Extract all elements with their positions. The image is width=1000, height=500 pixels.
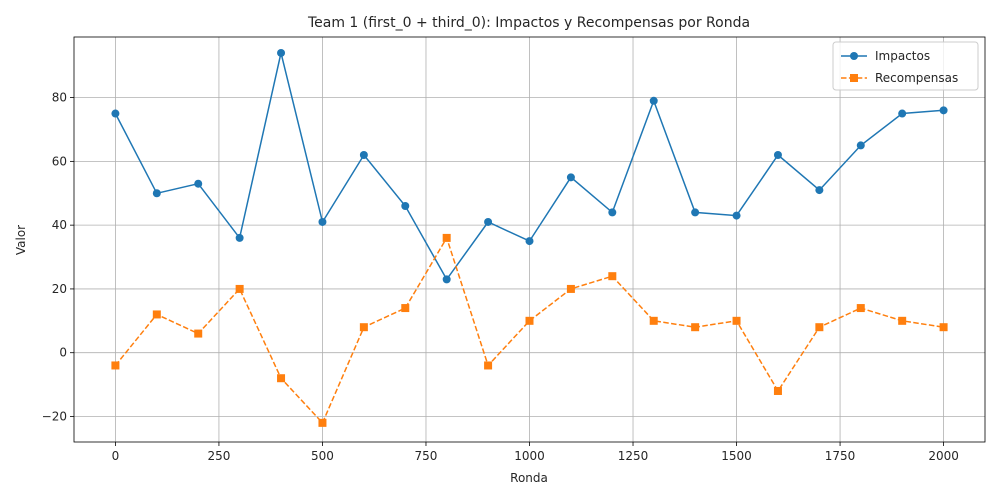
- legend-label: Recompensas: [875, 71, 958, 85]
- y-tick-label: 40: [52, 218, 67, 232]
- data-point: [856, 304, 865, 313]
- data-point: [194, 179, 203, 188]
- data-point: [608, 272, 617, 281]
- series-layer: [111, 48, 948, 427]
- data-point: [691, 208, 700, 217]
- y-tick-label: −20: [42, 409, 67, 423]
- x-tick-label: 0: [112, 449, 120, 463]
- data-point: [152, 310, 161, 319]
- series-impactos: [111, 48, 948, 284]
- data-point: [401, 304, 410, 313]
- data-point: [235, 233, 244, 242]
- data-point: [691, 323, 700, 332]
- data-point: [773, 150, 782, 159]
- data-point: [649, 316, 658, 325]
- data-point: [484, 217, 493, 226]
- data-point: [939, 323, 948, 332]
- data-point: [318, 418, 327, 427]
- data-point: [939, 106, 948, 115]
- data-point: [318, 217, 327, 226]
- data-point: [277, 374, 286, 383]
- data-point: [566, 284, 575, 293]
- x-axis-ticks: 0 250 500 750 1000 1250 1500 1750 2000: [112, 442, 959, 463]
- legend-label: Impactos: [875, 49, 930, 63]
- data-point: [898, 316, 907, 325]
- x-tick-label: 1750: [825, 449, 856, 463]
- y-tick-label: 20: [52, 282, 67, 296]
- x-axis-label: Ronda: [510, 471, 548, 485]
- grid-lines: [74, 37, 985, 442]
- data-point: [111, 361, 120, 370]
- y-tick-label: 80: [52, 91, 67, 105]
- data-point: [525, 316, 534, 325]
- x-tick-label: 1500: [721, 449, 752, 463]
- data-point: [359, 323, 368, 332]
- data-point: [525, 237, 534, 246]
- y-tick-label: 0: [59, 346, 67, 360]
- legend: Impactos Recompensas: [832, 41, 979, 91]
- data-point: [484, 361, 493, 370]
- data-point: [898, 109, 907, 118]
- data-point: [815, 323, 824, 332]
- legend-marker: [850, 52, 858, 60]
- x-tick-label: 1250: [618, 449, 649, 463]
- x-tick-label: 750: [415, 449, 438, 463]
- data-point: [235, 284, 244, 293]
- series-line: [114, 236, 944, 425]
- x-tick-label: 250: [207, 449, 230, 463]
- legend-box: [832, 41, 979, 91]
- x-tick-label: 1000: [514, 449, 545, 463]
- data-point: [194, 329, 203, 338]
- data-point: [732, 211, 741, 220]
- data-point: [649, 96, 658, 105]
- chart-title: Team 1 (first_0 + third_0): Impactos y R…: [307, 15, 750, 31]
- data-point: [566, 173, 575, 182]
- data-point: [442, 233, 451, 242]
- data-point: [773, 386, 782, 395]
- data-point: [442, 275, 451, 284]
- y-tick-label: 60: [52, 154, 67, 168]
- series-recompensas: [111, 233, 948, 427]
- x-tick-label: 500: [311, 449, 334, 463]
- data-point: [815, 186, 824, 195]
- data-point: [856, 141, 865, 150]
- x-tick-label: 2000: [928, 449, 959, 463]
- data-point: [111, 109, 120, 118]
- y-axis-label: Valor: [14, 225, 28, 255]
- data-point: [277, 48, 286, 57]
- legend-marker: [850, 74, 858, 82]
- data-point: [359, 150, 368, 159]
- data-point: [152, 189, 161, 198]
- y-axis-ticks: −20 0 20 40 60 80: [42, 91, 74, 423]
- data-point: [732, 316, 741, 325]
- data-point: [608, 208, 617, 217]
- data-point: [401, 202, 410, 211]
